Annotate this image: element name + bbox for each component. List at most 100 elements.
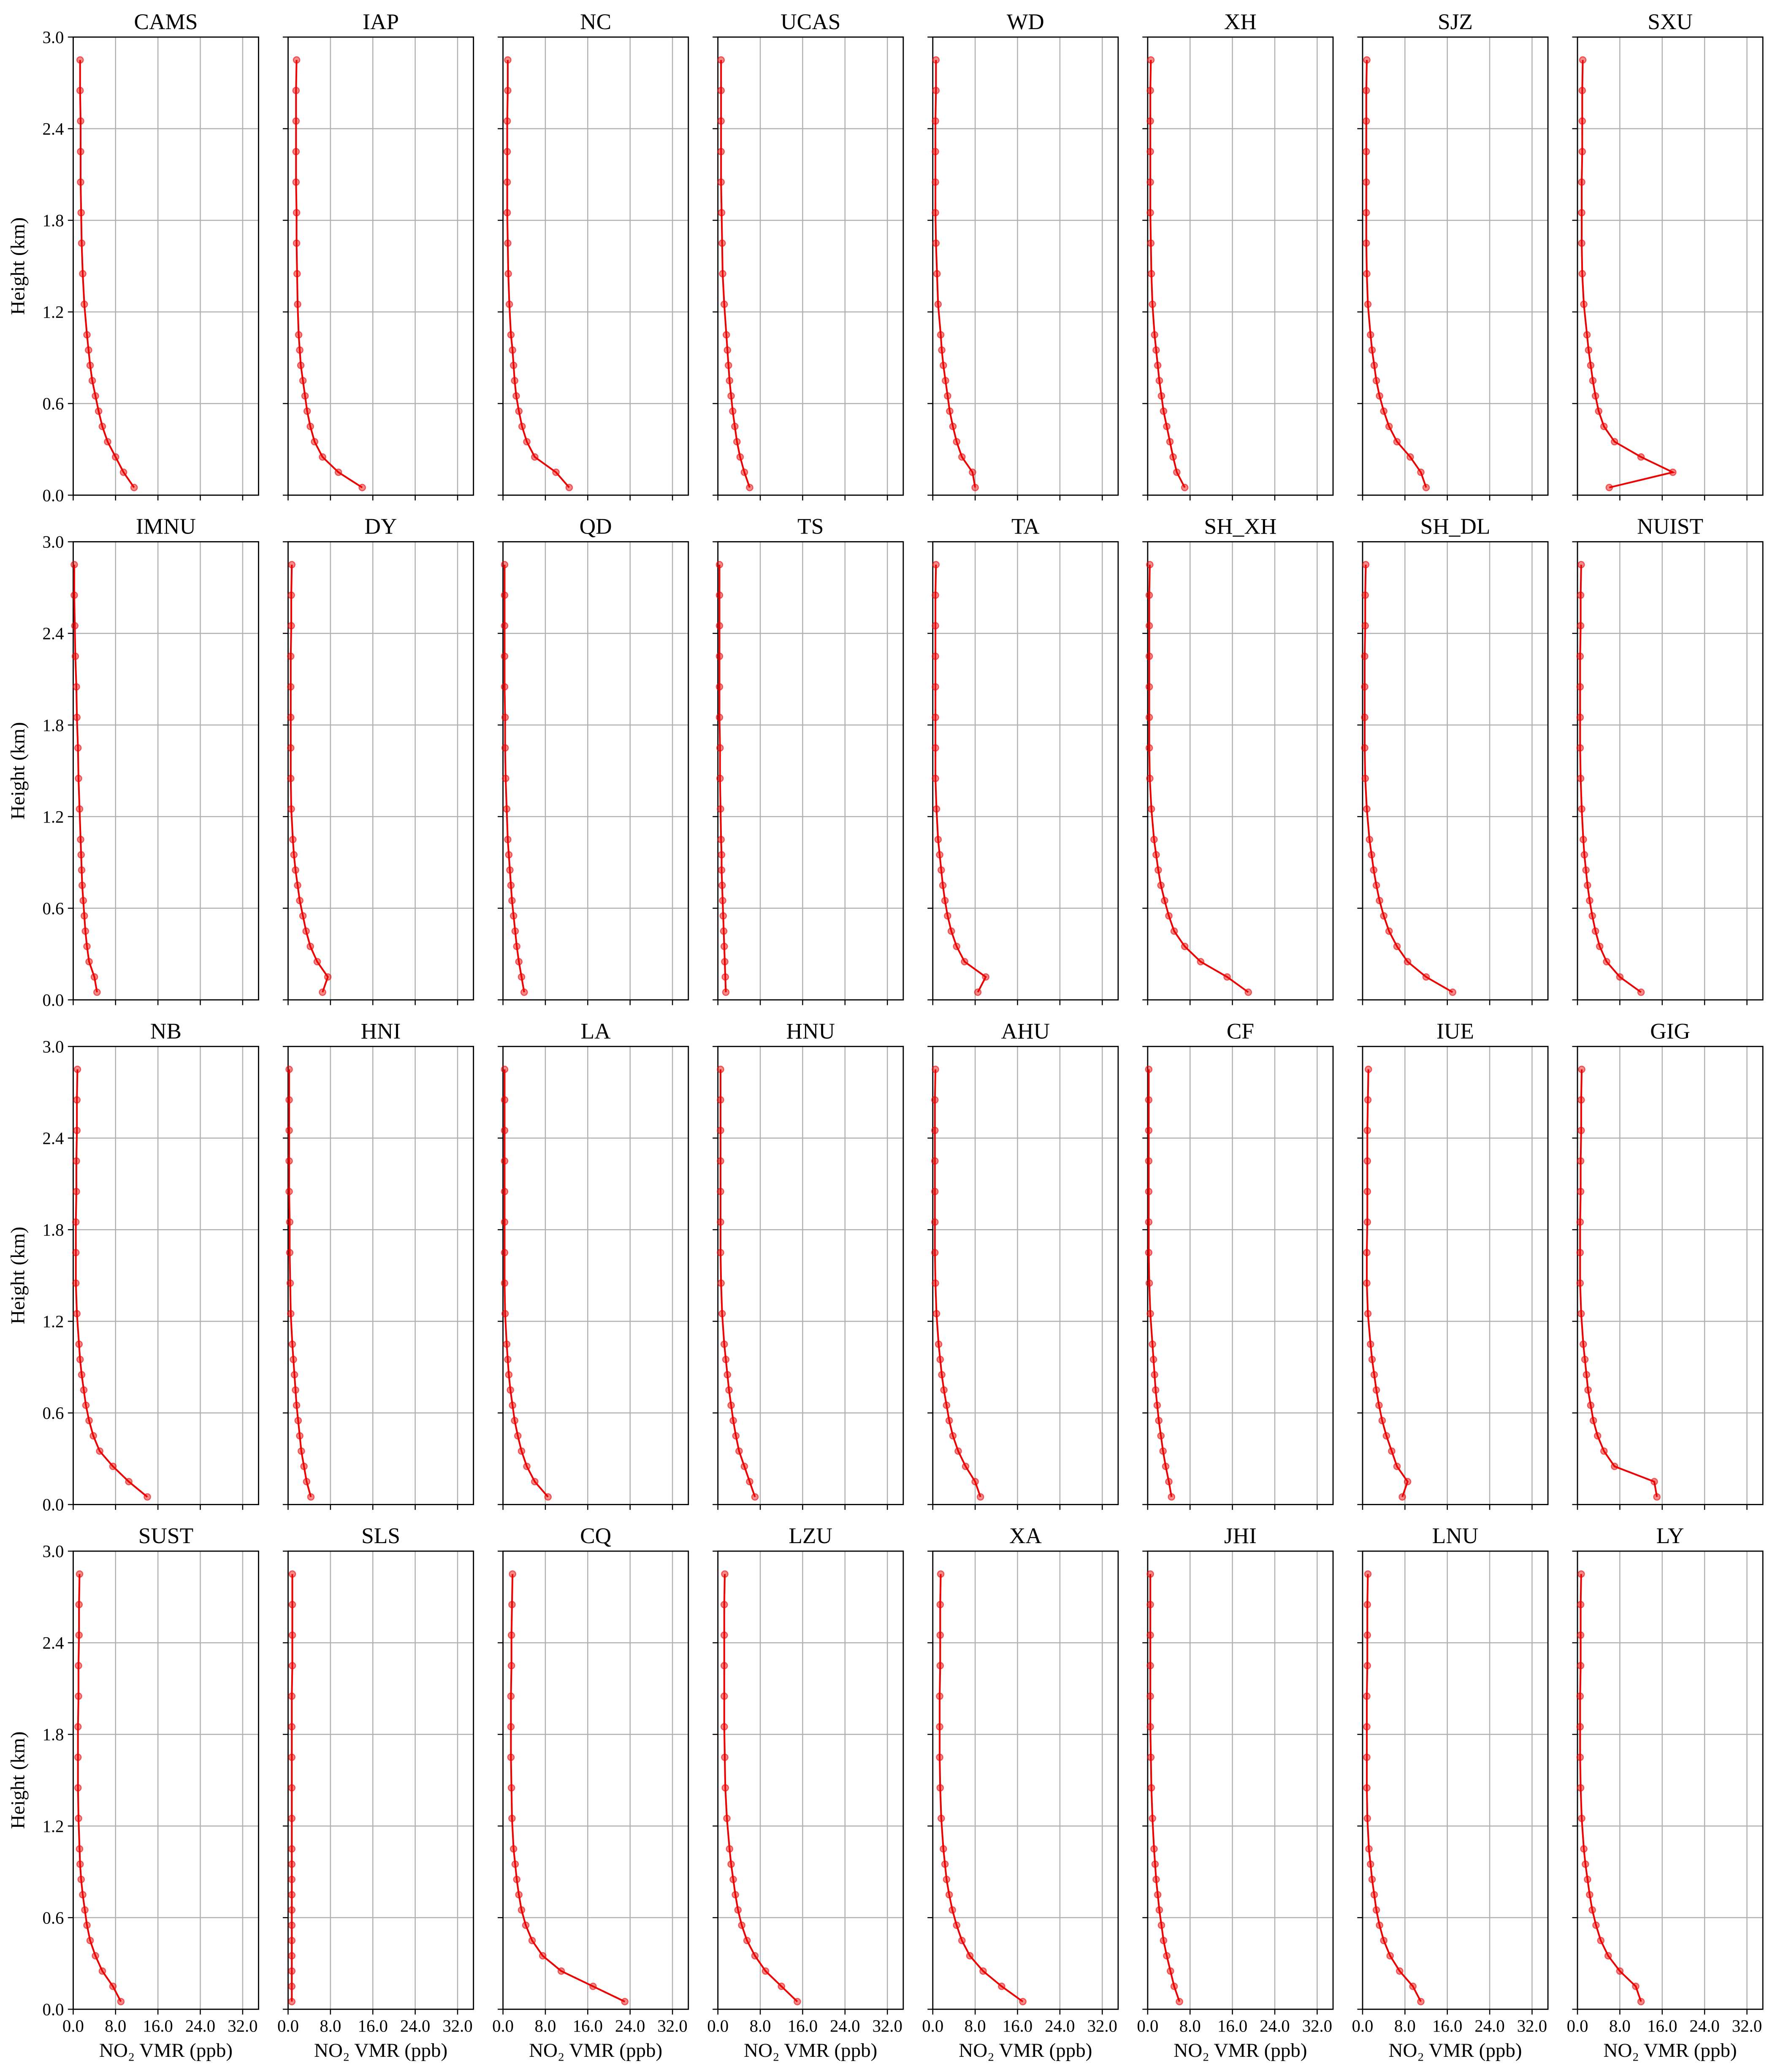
axes-frame [1147, 36, 1334, 496]
y-tick-label: 2.4 [42, 1129, 64, 1148]
profile-marker [1146, 1570, 1154, 1578]
profile-marker [503, 805, 511, 813]
profile-marker [1580, 851, 1588, 859]
axes-frame [287, 1045, 474, 1506]
profile-marker [729, 1876, 737, 1883]
profile-marker [80, 912, 88, 920]
profile-marker [729, 1417, 737, 1425]
profile-marker [1586, 897, 1593, 905]
profile-marker [285, 1127, 293, 1135]
profile-marker [296, 897, 304, 905]
x-tick-label: 0.0 [922, 2017, 943, 2036]
profile-marker [1149, 1815, 1156, 1822]
profile-marker [934, 836, 942, 843]
profile-marker [1361, 775, 1369, 783]
x-tick-label: 24.0 [615, 2017, 645, 2036]
profile-marker [732, 1432, 740, 1440]
profile-line [935, 564, 987, 993]
profile-marker [936, 1631, 944, 1639]
profile-marker [73, 1127, 81, 1135]
profile-line [290, 564, 329, 993]
profile-marker [715, 622, 724, 630]
profile-marker [1163, 1952, 1171, 1960]
profile-marker [720, 1692, 728, 1700]
x-tick-label: 0.0 [492, 2017, 514, 2036]
profile-marker [717, 1218, 724, 1226]
profile-marker [509, 1570, 516, 1578]
profile-marker [1393, 1463, 1401, 1470]
profile-marker [941, 897, 949, 905]
profile-marker [982, 973, 990, 981]
profile-marker [1605, 484, 1613, 491]
profile-marker [77, 836, 84, 843]
profile-marker [723, 1815, 731, 1822]
profile-marker [1363, 1753, 1371, 1761]
y-tick-label: 0.6 [42, 1404, 64, 1423]
profile-marker [1576, 653, 1584, 660]
profile-marker [1147, 805, 1155, 813]
profile-marker [1363, 1249, 1371, 1257]
profile-marker [85, 346, 92, 354]
panel-title: IAP [363, 9, 399, 34]
y-tick-label: 1.8 [42, 1725, 64, 1744]
profile-marker [501, 713, 509, 721]
profile-marker [1370, 866, 1378, 874]
profile-marker [729, 407, 737, 415]
profile-marker [1361, 744, 1369, 752]
profile-marker [503, 148, 511, 155]
profile-marker [288, 1340, 296, 1348]
profile-marker [969, 469, 976, 476]
profile-marker [936, 1356, 944, 1363]
profile-marker [92, 1952, 99, 1960]
profile-marker [1146, 1631, 1154, 1639]
axes-frame [72, 1045, 259, 1506]
profile-marker [953, 438, 961, 446]
profile-marker [1372, 1906, 1380, 1914]
profile-marker [1155, 1906, 1163, 1914]
profile-marker [93, 988, 101, 996]
profile-line [1149, 60, 1186, 488]
profile-marker [1365, 1845, 1373, 1853]
profile-marker [1650, 1478, 1658, 1486]
profile-marker [501, 1157, 509, 1165]
profile-marker [1145, 1218, 1153, 1226]
profile-marker [288, 1662, 296, 1670]
profile-marker [717, 178, 725, 186]
y-tick-label: 1.8 [42, 716, 64, 735]
profile-marker [1370, 361, 1378, 369]
profile-marker [1653, 1493, 1661, 1501]
profile-marker [949, 423, 957, 431]
profile-marker [1380, 407, 1387, 415]
profile-marker [515, 1891, 523, 1899]
profile-marker [1362, 117, 1370, 125]
profile-marker [1367, 1860, 1374, 1868]
profile-marker [1152, 1876, 1160, 1883]
profile-marker [1583, 1371, 1591, 1379]
y-tick-label: 1.8 [42, 1221, 64, 1240]
profile-marker [1168, 1493, 1176, 1501]
profile-marker [722, 331, 730, 339]
profile-marker [1577, 561, 1585, 569]
profile-marker [720, 1340, 728, 1348]
profile-marker [1363, 1784, 1371, 1792]
profile-marker [1578, 209, 1585, 217]
profile-marker [961, 958, 968, 966]
profile-marker [557, 1967, 565, 1975]
profile-marker [76, 87, 84, 95]
x-tick-label: 0.0 [1137, 2017, 1158, 2036]
profile-marker [501, 1310, 509, 1318]
profile-marker [732, 1891, 739, 1899]
profile-line [77, 1574, 122, 2002]
profile-marker [501, 1127, 509, 1135]
profile-marker [735, 1447, 743, 1455]
profile-marker [303, 1478, 311, 1486]
x-tick-label: 24.0 [1045, 2017, 1075, 2036]
profile-marker [74, 744, 82, 752]
profile-marker [503, 117, 511, 125]
profile-marker [552, 469, 560, 476]
profile-marker [1363, 1601, 1371, 1609]
profile-marker [948, 1906, 956, 1914]
profile-line [1365, 60, 1427, 488]
profile-marker [501, 1218, 509, 1226]
profile-marker [734, 1906, 742, 1914]
